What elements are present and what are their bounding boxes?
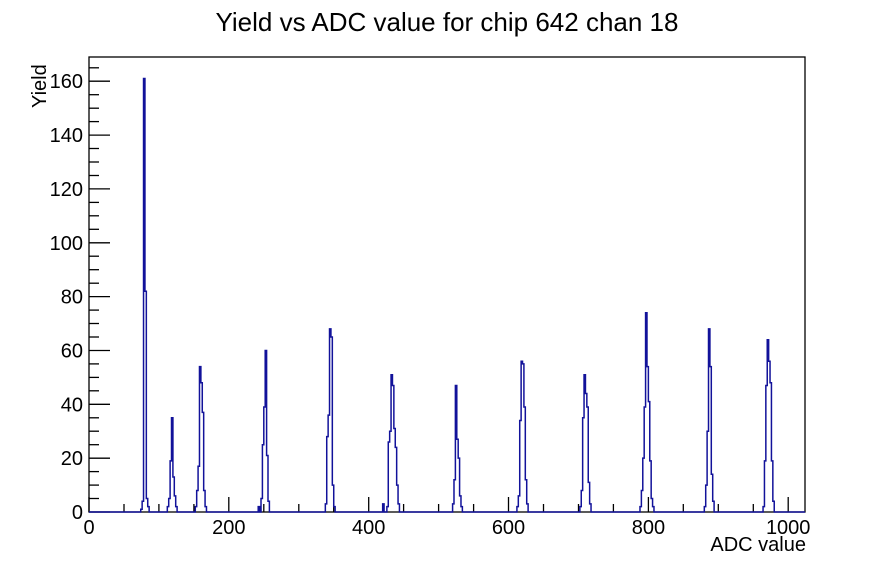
y-axis-title: Yield bbox=[29, 64, 51, 108]
x-tick-label: 200 bbox=[212, 517, 245, 539]
plot-frame bbox=[88, 56, 806, 513]
x-tick-label: 800 bbox=[632, 517, 665, 539]
x-axis: 0 200 400 600 800 1000 bbox=[83, 497, 810, 539]
y-tick-label: 60 bbox=[61, 341, 83, 363]
y-tick-label: 0 bbox=[72, 502, 83, 524]
x-axis-title: ADC value bbox=[710, 534, 806, 556]
x-tick-label: 600 bbox=[492, 517, 525, 539]
histogram-line bbox=[89, 77, 805, 513]
y-tick-label: 120 bbox=[50, 179, 83, 201]
x-tick-label: 1000 bbox=[766, 517, 811, 539]
y-tick-label: 140 bbox=[50, 125, 83, 147]
chart-title: Yield vs ADC value for chip 642 chan 18 bbox=[216, 7, 679, 37]
y-axis: 0 20 40 60 80 100 120 140 160 bbox=[50, 67, 110, 524]
x-tick-label: 0 bbox=[83, 517, 94, 539]
x-tick-label: 400 bbox=[352, 517, 385, 539]
y-tick-label: 20 bbox=[61, 448, 83, 470]
y-tick-label: 40 bbox=[61, 394, 83, 416]
y-tick-label: 80 bbox=[61, 287, 83, 309]
y-tick-label: 160 bbox=[50, 71, 83, 93]
y-tick-label: 100 bbox=[50, 233, 83, 255]
